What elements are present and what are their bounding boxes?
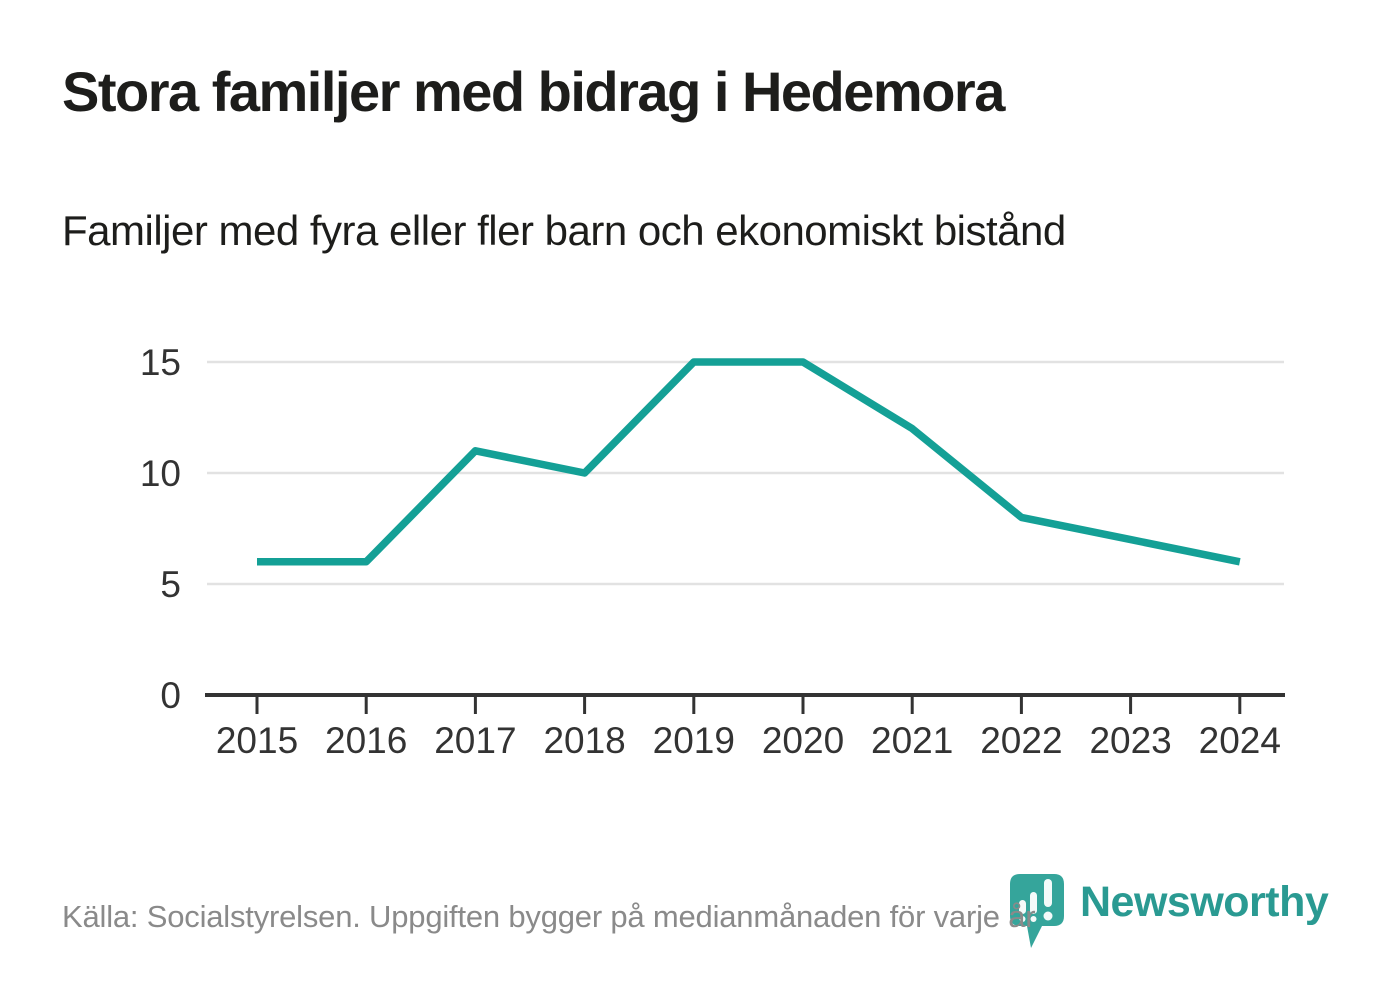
x-tick-label: 2017 <box>434 720 516 761</box>
y-tick-label: 5 <box>160 564 181 605</box>
source-note: Källa: Socialstyrelsen. Uppgiften bygger… <box>62 899 1036 934</box>
x-tick-label: 2023 <box>1089 720 1171 761</box>
x-tick-label: 2019 <box>653 720 735 761</box>
y-tick-label: 15 <box>140 342 181 383</box>
x-tick-label: 2024 <box>1199 720 1281 761</box>
x-tick-label: 2022 <box>980 720 1062 761</box>
y-tick-label: 10 <box>140 453 181 494</box>
x-tick-label: 2020 <box>762 720 844 761</box>
newsworthy-logo-text: Newsworthy <box>1080 878 1329 926</box>
x-tick-label: 2015 <box>216 720 298 761</box>
x-axis-labels: 2015 2016 2017 2018 2019 2020 2021 2022 2023 2024 <box>216 720 1281 761</box>
gridlines <box>207 360 1284 586</box>
chart-title: Stora familjer med bidrag i Hedemora <box>62 60 1005 123</box>
y-tick-label: 0 <box>160 675 181 716</box>
newsworthy-bubble-icon <box>1010 874 1064 948</box>
data-series-line <box>257 358 1241 566</box>
bar-chart-glyph <box>1019 879 1053 922</box>
series-line <box>257 358 1241 566</box>
y-axis-labels: 0 5 10 15 <box>140 342 181 716</box>
x-axis <box>205 693 1285 714</box>
x-tick-label: 2018 <box>543 720 625 761</box>
x-tick-label: 2016 <box>325 720 407 761</box>
newsworthy-logo[interactable]: Newsworthy <box>1008 872 1329 952</box>
x-tick-label: 2021 <box>871 720 953 761</box>
chart-subtitle: Familjer med fyra eller fler barn och ek… <box>62 207 1066 254</box>
